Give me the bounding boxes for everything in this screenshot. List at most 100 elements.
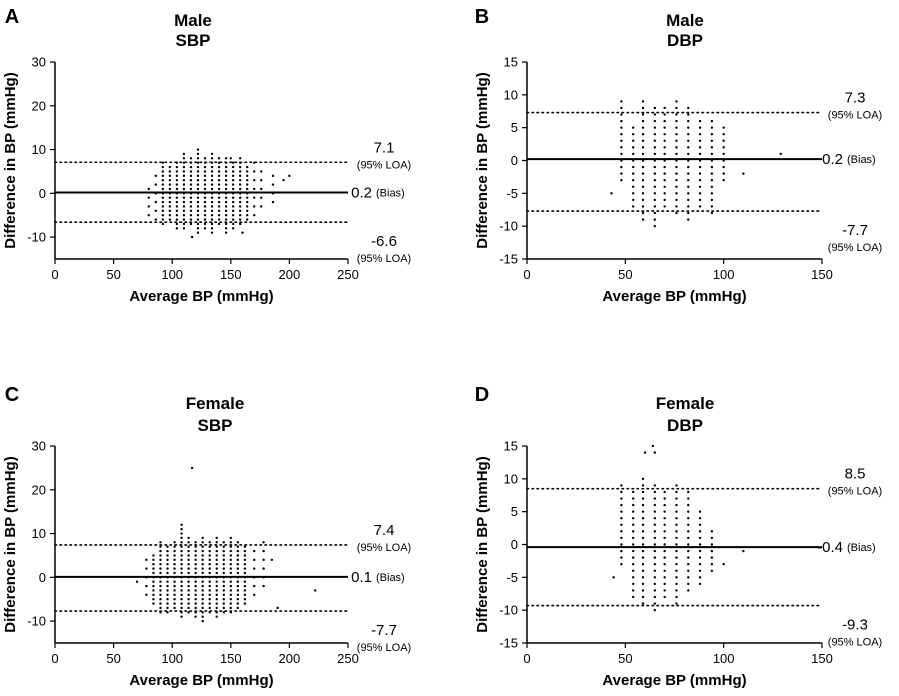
- data-point: [210, 205, 214, 208]
- data-point: [222, 563, 225, 566]
- data-point: [180, 615, 183, 618]
- data-point: [203, 218, 207, 221]
- data-point: [675, 113, 678, 116]
- data-point: [687, 172, 690, 175]
- data-point: [196, 196, 200, 199]
- data-point: [175, 196, 179, 199]
- data-point: [175, 214, 179, 217]
- data-point: [641, 477, 645, 481]
- data-point: [180, 571, 183, 575]
- data-point: [653, 536, 657, 540]
- upper-loa-value: 8.5: [845, 466, 866, 483]
- data-point: [201, 549, 204, 553]
- data-point: [173, 558, 176, 562]
- data-point: [641, 113, 645, 116]
- data-point: [620, 536, 623, 540]
- data-point: [189, 205, 193, 208]
- lower-loa-note: (95% LOA): [828, 242, 882, 254]
- data-point: [159, 580, 162, 583]
- data-point: [208, 563, 211, 566]
- data-point: [722, 146, 725, 149]
- y-tick-label: 10: [504, 471, 518, 486]
- data-point: [687, 497, 690, 500]
- data-point: [710, 133, 714, 136]
- data-point: [215, 558, 218, 562]
- data-point: [175, 218, 179, 221]
- data-point: [260, 187, 263, 191]
- data-point: [632, 172, 635, 175]
- x-tick-label: 50: [618, 651, 632, 666]
- data-point: [675, 536, 678, 540]
- data-point: [675, 497, 678, 500]
- data-point: [182, 170, 186, 173]
- data-point: [231, 170, 235, 173]
- data-point: [215, 545, 218, 548]
- data-point: [175, 183, 179, 186]
- data-point: [203, 209, 207, 213]
- data-point: [168, 165, 172, 169]
- data-point: [229, 549, 232, 553]
- data-point: [260, 170, 263, 173]
- data-point: [180, 602, 183, 605]
- data-point: [189, 183, 193, 186]
- data-point: [260, 179, 263, 182]
- panel-c: C Female SBP -10 0 10 20 30 0 50 100 150 200 250 Avera…: [2, 384, 411, 689]
- data-point: [173, 606, 176, 610]
- data-point: [182, 205, 186, 208]
- data-point: [698, 556, 702, 559]
- data-point: [208, 554, 211, 557]
- data-point: [173, 602, 176, 605]
- data-point: [687, 556, 690, 559]
- data-point: [675, 100, 678, 103]
- data-point: [653, 133, 657, 136]
- x-tick-label: 100: [161, 651, 183, 666]
- data-point: [620, 497, 623, 500]
- data-point: [231, 222, 235, 226]
- data-point: [180, 580, 183, 583]
- data-points: [147, 148, 291, 239]
- data-point: [675, 582, 678, 586]
- data-point: [698, 569, 702, 572]
- data-point: [208, 549, 211, 553]
- data-point: [722, 152, 725, 156]
- data-point: [687, 139, 690, 142]
- data-point: [698, 576, 702, 579]
- y-axis-label: Difference in BP (mmHg): [2, 456, 19, 632]
- data-point: [187, 541, 190, 544]
- data-point: [641, 165, 645, 169]
- data-point: [653, 224, 657, 228]
- data-point: [173, 563, 176, 566]
- data-point: [641, 146, 645, 149]
- data-points: [612, 444, 745, 612]
- data-point: [187, 549, 190, 553]
- data-point: [675, 179, 678, 182]
- data-point: [215, 563, 218, 566]
- y-tick-label: 0: [511, 537, 518, 552]
- data-point: [201, 584, 204, 588]
- data-point: [168, 214, 172, 217]
- data-point: [196, 161, 200, 164]
- data-point: [236, 589, 240, 592]
- data-point: [229, 545, 232, 548]
- data-point: [194, 541, 197, 544]
- data-point: [687, 503, 690, 507]
- data-point: [189, 209, 193, 213]
- data-point: [722, 179, 725, 182]
- y-tick-label: 0: [511, 153, 518, 168]
- data-point: [152, 554, 155, 557]
- data-point: [201, 593, 204, 597]
- y-tick-label: -10: [27, 614, 46, 629]
- data-point: [203, 183, 207, 186]
- data-point: [182, 209, 186, 213]
- data-point: [215, 567, 218, 570]
- data-points: [135, 466, 317, 623]
- data-point: [159, 602, 162, 605]
- data-point: [166, 567, 169, 570]
- data-point: [175, 222, 179, 226]
- data-point: [152, 567, 155, 570]
- data-point: [675, 530, 678, 533]
- data-point: [196, 231, 200, 234]
- data-point: [675, 569, 678, 572]
- data-point: [632, 165, 635, 169]
- data-point: [231, 218, 235, 221]
